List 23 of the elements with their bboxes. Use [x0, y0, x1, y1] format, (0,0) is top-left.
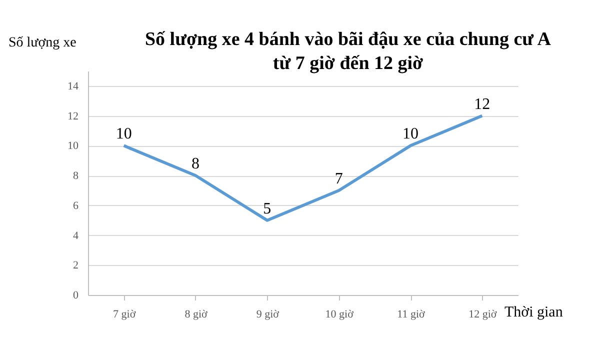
y-tick-label: 0 [73, 290, 79, 302]
y-tick-label: 6 [73, 200, 79, 212]
y-tick-label: 8 [73, 170, 79, 182]
y-tick-label: 2 [73, 260, 78, 272]
data-label: 10 [402, 126, 418, 143]
x-tick-label: 7 giờ [113, 308, 136, 320]
x-axis-title: Thời gian [504, 304, 564, 320]
y-tick-label: 10 [68, 140, 79, 152]
y-tick-label: 12 [68, 110, 78, 122]
data-label: 7 [334, 170, 343, 188]
data-label: 12 [474, 96, 490, 113]
data-label: 5 [263, 200, 272, 218]
data-label: 10 [116, 126, 132, 143]
y-tick-label: 4 [73, 230, 79, 242]
x-tick-label: 11 giờ [397, 308, 426, 320]
x-tick-label: 12 giờ [468, 308, 497, 320]
y-axis-title: Số lượng xe [8, 36, 76, 50]
chart-title: Số lượng xe 4 bánh vào bãi đậu xe của chung cư A từ 7 giờ đến 12 giờ [144, 29, 552, 74]
x-tick-label: 8 giờ [184, 308, 208, 320]
y-tick-label: 14 [68, 80, 79, 92]
x-tick-label: 10 giờ [325, 308, 354, 320]
x-tick-label: 9 giờ [256, 308, 280, 320]
data-label: 8 [192, 156, 200, 173]
